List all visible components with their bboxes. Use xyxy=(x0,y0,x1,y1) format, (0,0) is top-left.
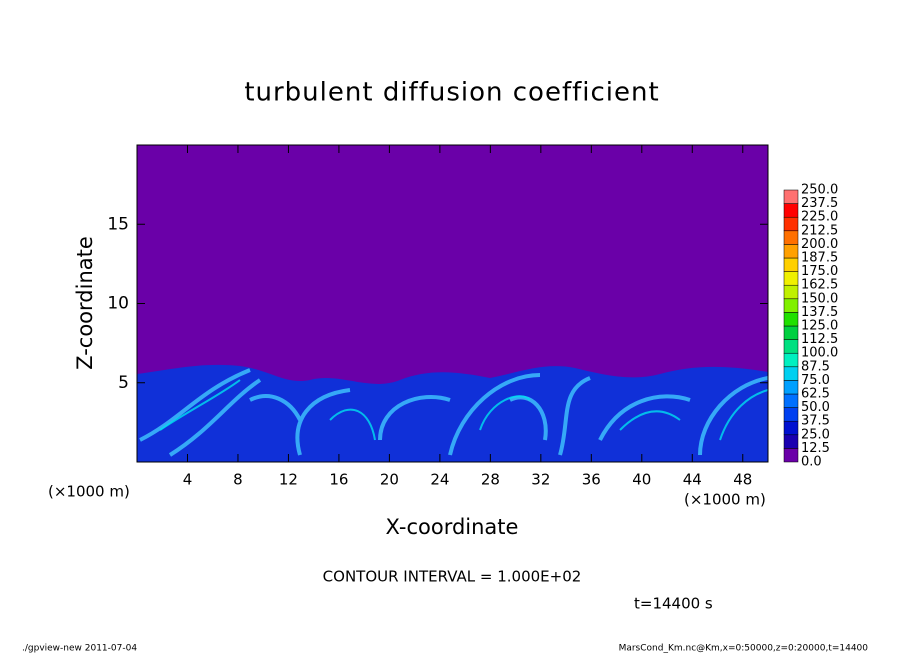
colorbar-label: 212.5 xyxy=(801,223,838,238)
x-tick-label: 20 xyxy=(380,471,399,489)
colorbar-label: 62.5 xyxy=(801,387,830,402)
colorbar-label: 225.0 xyxy=(801,210,838,225)
y-axis-label: Z-coordinate xyxy=(73,236,97,370)
colorbar-box xyxy=(783,203,799,218)
colorbar-label: 237.5 xyxy=(801,196,838,211)
colorbar-label: 75.0 xyxy=(801,373,830,388)
x-tick-label: 28 xyxy=(481,471,500,489)
colorbar-box xyxy=(783,366,799,381)
colorbar-label: 150.0 xyxy=(801,291,838,306)
x-tick-label: 12 xyxy=(279,471,298,489)
colorbar-label: 250.0 xyxy=(801,183,838,198)
colorbar-label: 25.0 xyxy=(801,427,830,442)
time-note: t=14400 s xyxy=(634,595,713,613)
y-tick-label: 10 xyxy=(107,294,129,314)
colorbar-box xyxy=(783,339,799,354)
colorbar-box xyxy=(783,352,799,368)
x-unit-label: (×1000 m) xyxy=(48,483,130,501)
colorbar-box xyxy=(783,312,799,327)
colorbar-label: 37.5 xyxy=(801,414,830,429)
x-tick-label: 36 xyxy=(582,471,601,489)
colorbar-box xyxy=(783,380,799,395)
x-tick-label: 8 xyxy=(233,471,243,489)
colorbar-box xyxy=(783,284,799,300)
x-tick-label: 44 xyxy=(683,471,702,489)
x-tick-label: 32 xyxy=(531,471,550,489)
colorbar-box xyxy=(783,189,799,204)
colorbar-box xyxy=(783,325,799,340)
x-tick-label: 48 xyxy=(733,471,752,489)
colorbar-box xyxy=(783,298,799,313)
field-pattern xyxy=(137,364,768,462)
x-tick-label: 4 xyxy=(183,471,193,489)
x-axis-label: X-coordinate xyxy=(386,515,519,539)
colorbar-label: 137.5 xyxy=(801,305,838,320)
y-tick-label: 5 xyxy=(118,373,129,393)
colorbar-box xyxy=(783,434,799,449)
colorbar-label: 50.0 xyxy=(801,400,830,415)
colorbar-label: 87.5 xyxy=(801,359,830,374)
chart-title: turbulent diffusion coefficient xyxy=(244,78,659,108)
colorbar-label: 112.5 xyxy=(801,332,838,347)
colorbar-box xyxy=(783,244,799,259)
x-tick-label: 40 xyxy=(632,471,651,489)
colorbar-box xyxy=(783,393,799,408)
contour-note: CONTOUR INTERVAL = 1.000E+02 xyxy=(323,568,582,586)
colorbar-box xyxy=(783,448,799,463)
colorbar-box xyxy=(783,271,799,286)
colorbar-box xyxy=(783,257,799,272)
colorbar-label: 187.5 xyxy=(801,251,838,266)
colorbar-box xyxy=(783,420,799,436)
colorbar-label: 0.0 xyxy=(801,455,822,470)
x-tick-label: 24 xyxy=(430,471,449,489)
x-tick-label: 16 xyxy=(329,471,348,489)
colorbar-label: 175.0 xyxy=(801,264,838,279)
colorbar-label: 200.0 xyxy=(801,237,838,252)
y-tick-label: 15 xyxy=(107,214,129,234)
colorbar-label: 125.0 xyxy=(801,319,838,334)
colorbar-box xyxy=(783,230,799,245)
colorbar-label: 162.5 xyxy=(801,278,838,293)
footer-right: MarsCond_Km.nc@Km,x=0:50000,z=0:20000,t=… xyxy=(619,644,869,654)
footer-left: ./gpview-new 2011-07-04 xyxy=(22,644,137,654)
colorbar-box xyxy=(783,216,799,232)
colorbar-box xyxy=(783,407,799,422)
colorbar-label: 100.0 xyxy=(801,346,838,361)
colorbar-label: 12.5 xyxy=(801,441,830,456)
x-unit-label: (×1000 m) xyxy=(684,491,766,509)
